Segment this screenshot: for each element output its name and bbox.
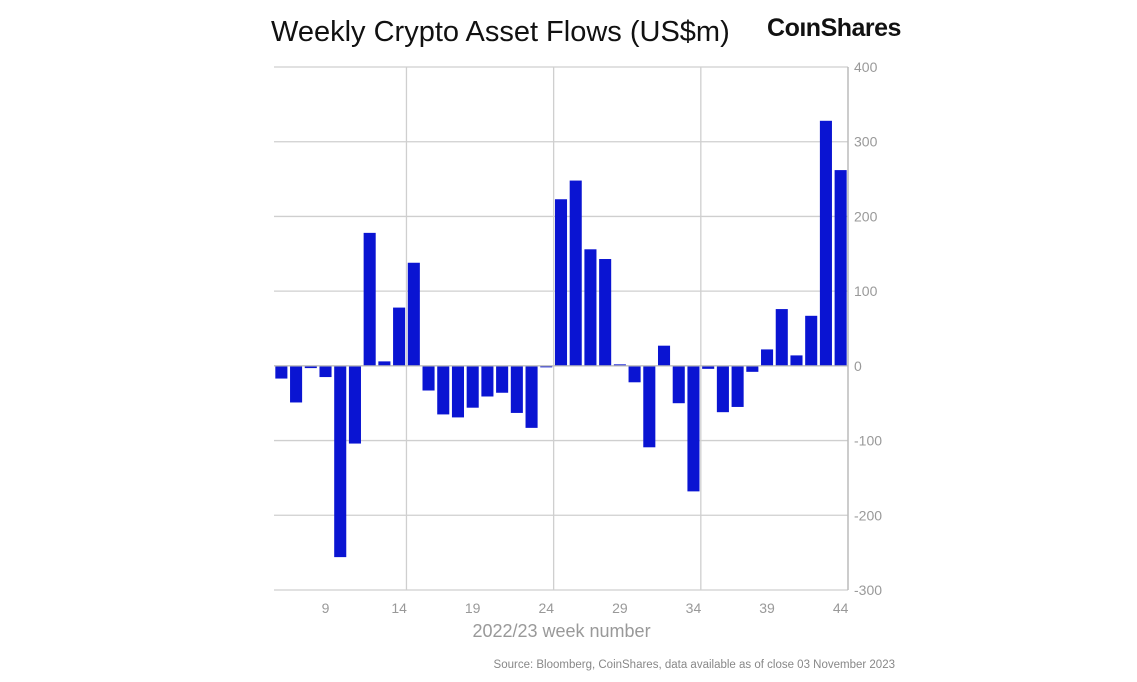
bar-week-14 bbox=[393, 307, 406, 366]
bar-week-29 bbox=[613, 364, 626, 366]
bar-week-28 bbox=[599, 259, 612, 366]
bar-week-7 bbox=[290, 365, 303, 403]
bar-week-24 bbox=[540, 365, 553, 368]
bar-week-23 bbox=[525, 365, 538, 428]
bar-week-40 bbox=[775, 309, 788, 366]
coinshares-logo: CoınShares bbox=[767, 14, 901, 42]
bar-week-37 bbox=[731, 365, 744, 407]
bar-week-27 bbox=[584, 249, 597, 366]
y-tick-label: -200 bbox=[854, 507, 882, 523]
bar-week-41 bbox=[790, 355, 803, 366]
bar-week-20 bbox=[481, 365, 494, 397]
y-tick-label: -300 bbox=[854, 582, 882, 598]
bar-week-30 bbox=[628, 365, 641, 383]
bar-week-13 bbox=[378, 361, 391, 366]
bar-week-22 bbox=[510, 365, 523, 413]
y-tick-label: 300 bbox=[854, 134, 878, 150]
bar-week-39 bbox=[761, 349, 774, 366]
bar-week-15 bbox=[407, 262, 420, 366]
x-tick-label: 44 bbox=[833, 600, 849, 616]
x-tick-label: 39 bbox=[759, 600, 775, 616]
bar-week-11 bbox=[348, 365, 361, 444]
source-note: Source: Bloomberg, CoinShares, data avai… bbox=[493, 659, 895, 671]
y-tick-label: 100 bbox=[854, 283, 878, 299]
x-tick-label: 34 bbox=[686, 600, 702, 616]
bar-week-38 bbox=[746, 365, 759, 372]
bar-week-16 bbox=[422, 365, 435, 391]
x-tick-label: 19 bbox=[465, 600, 481, 616]
bar-week-35 bbox=[702, 365, 715, 369]
bar-week-12 bbox=[363, 232, 376, 366]
bar-week-9 bbox=[319, 365, 332, 378]
x-tick-label: 24 bbox=[538, 600, 554, 616]
bar-week-25 bbox=[554, 199, 568, 366]
bar-week-19 bbox=[466, 365, 479, 408]
bar-week-36 bbox=[716, 365, 729, 413]
x-tick-label: 9 bbox=[322, 600, 330, 616]
chart-title: Weekly Crypto Asset Flows (US$m) bbox=[271, 16, 730, 48]
y-tick-label: 0 bbox=[854, 358, 862, 374]
y-tick-label: 200 bbox=[854, 208, 878, 224]
bar-week-44 bbox=[834, 170, 847, 366]
bar-week-26 bbox=[569, 180, 582, 366]
bar-week-18 bbox=[451, 365, 465, 418]
x-axis-label: 2022/23 week number bbox=[472, 621, 651, 641]
bar-week-10 bbox=[334, 365, 347, 558]
bar-week-21 bbox=[496, 365, 509, 393]
bar-week-34 bbox=[687, 365, 700, 492]
bar-week-42 bbox=[805, 315, 818, 366]
bar-week-43 bbox=[819, 120, 832, 366]
bar-week-8 bbox=[304, 365, 317, 369]
y-tick-label: -100 bbox=[854, 433, 882, 449]
bar-week-17 bbox=[437, 365, 450, 415]
x-tick-label: 29 bbox=[612, 600, 628, 616]
bar-week-32 bbox=[657, 345, 671, 366]
x-tick-label: 14 bbox=[391, 600, 407, 616]
bar-week-31 bbox=[643, 365, 656, 448]
y-tick-label: 400 bbox=[854, 59, 878, 75]
bar-week-6 bbox=[275, 365, 288, 379]
bar-week-33 bbox=[672, 365, 685, 404]
